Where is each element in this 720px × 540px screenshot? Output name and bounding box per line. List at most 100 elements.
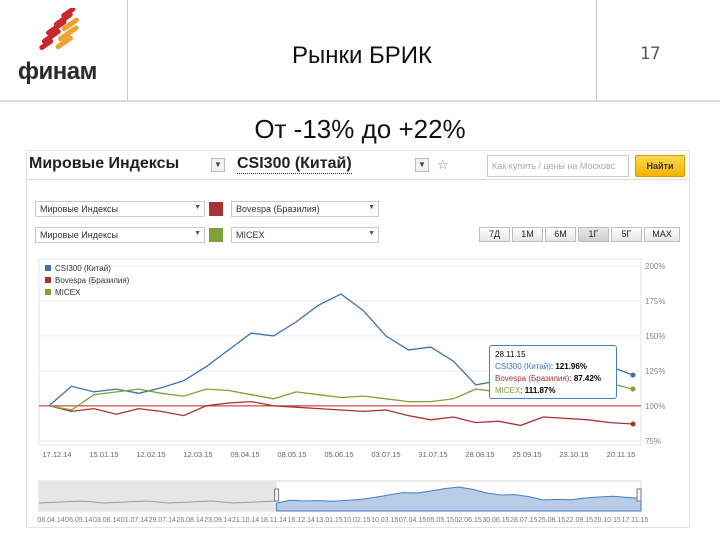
compare-index-select-1[interactable]: Bovespa (Бразилия) ▼ [231, 201, 379, 217]
navigator-tick-label: 29.07.14 [149, 517, 176, 524]
toolbar-divider [27, 179, 691, 180]
range-button-max[interactable]: MAX [644, 227, 680, 242]
navigator-tick-label: 16.12.14 [288, 517, 315, 524]
navigator-tick-label: 03.06.14 [93, 517, 120, 524]
line-chart[interactable]: 200% 175% 150% 125% 100% 75% CSI300 (Китай) Bov… [27, 251, 689, 527]
compare-category-select-2[interactable]: Мировые Индексы ▼ [35, 227, 205, 243]
x-tick-label: 03.07.15 [371, 450, 400, 459]
navigator-tick-label: 21.10.14 [232, 517, 259, 524]
tooltip-name-bovespa: Bovespa (Бразилия) [495, 374, 570, 383]
navigator-tick-label: 05.05.15 [427, 517, 454, 524]
compare-category-label-2: Мировые Индексы [40, 230, 118, 240]
finam-logo-mark-icon [39, 8, 79, 51]
page-number: 17 [640, 44, 661, 64]
navigator-tick-label: 06.05.14 [65, 517, 92, 524]
navigator-tick-label: 23.09.14 [204, 517, 231, 524]
range-button-7d[interactable]: 7Д [479, 227, 510, 242]
legend-swatch [45, 277, 51, 283]
tooltip-name-micex: MICEX [495, 386, 521, 395]
chart-screenshot-panel: Мировые Индексы ▼ CSI300 (Китай) ▼ ☆ Как… [26, 150, 691, 528]
favorite-star-icon[interactable]: ☆ [437, 157, 449, 172]
navigator-left-handle [274, 488, 280, 502]
x-tick-label: 25.09.15 [512, 450, 541, 459]
legend-entry: CSI300 (Китай) [55, 264, 111, 273]
navigator-mask [39, 481, 277, 511]
range-button-5y[interactable]: 5Г [611, 227, 642, 242]
slide-header: финам Рынки БРИК 17 [0, 0, 720, 105]
navigator-series-area [276, 486, 642, 512]
x-tick-label: 09.04.15 [230, 450, 259, 459]
finam-logo: финам [0, 0, 128, 100]
bovespa-color-swatch[interactable] [209, 202, 223, 216]
y-tick-label: 125% [645, 367, 665, 376]
series-end-point [630, 386, 636, 392]
compare-index-label-1: Bovespa (Бразилия) [236, 204, 320, 214]
slide-subtitle: От -13% до +22% [254, 114, 466, 144]
navigator-tick-label: 17.11.15 [622, 517, 649, 524]
x-tick-label: 08.05.15 [277, 450, 306, 459]
navigator-tick-label: 10.02.15 [343, 517, 370, 524]
chevron-down-icon: ▼ [194, 230, 201, 237]
x-tick-label: 17.12.14 [42, 450, 71, 459]
tooltip-value-csi: 121.96% [555, 362, 587, 371]
x-tick-label: 20.11.15 [607, 450, 636, 459]
category-dropdown-arrow-icon[interactable]: ▼ [211, 158, 225, 172]
navigator-right-handle [636, 488, 642, 502]
chevron-down-icon: ▼ [194, 204, 201, 211]
x-tick-label: 12.02.15 [136, 450, 165, 459]
compare-index-select-2[interactable]: MICEX ▼ [231, 227, 379, 243]
navigator-tick-label: 28.07.15 [510, 517, 537, 524]
micex-color-swatch[interactable] [209, 228, 223, 242]
x-tick-label: 31.07.15 [418, 450, 447, 459]
compare-index-label-2: MICEX [236, 230, 265, 240]
compare-category-label-1: Мировые Индексы [40, 204, 118, 214]
series-line-1 [48, 400, 634, 427]
x-tick-label: 05.06.15 [324, 450, 353, 459]
range-button-1m[interactable]: 1М [512, 227, 543, 242]
chevron-down-icon: ▼ [368, 204, 375, 211]
range-button-6m[interactable]: 6М [545, 227, 576, 242]
find-button[interactable]: Найти [635, 155, 685, 177]
x-tick-label: 12.03.15 [183, 450, 212, 459]
navigator-tick-label: 30.06.15 [482, 517, 509, 524]
navigator-tick-label: 25.08.15 [538, 517, 565, 524]
x-tick-label: 23.10.15 [559, 450, 588, 459]
tooltip-line-micex: MICEX: 111.87% [495, 386, 556, 395]
tooltip-line-bovespa: Bovespa (Бразилия): 87.42% [495, 374, 601, 383]
tooltip-line-csi: CSI300 (Китай): 121.96% [495, 362, 587, 371]
navigator-tick-label: 10.03.15 [371, 517, 398, 524]
chevron-down-icon: ▼ [368, 230, 375, 237]
navigator-tick-label: 22.09.15 [566, 517, 593, 524]
y-tick-label: 100% [645, 402, 665, 411]
navigator-tick-label: 20.10.15 [594, 517, 621, 524]
main-index-dropdown-arrow-icon[interactable]: ▼ [415, 158, 429, 172]
range-button-1y[interactable]: 1Г [578, 227, 609, 242]
compare-category-select-1[interactable]: Мировые Индексы ▼ [35, 201, 205, 217]
legend-swatch [45, 265, 51, 271]
y-tick-label: 150% [645, 332, 665, 341]
series-end-point [630, 421, 636, 427]
legend-swatch [45, 289, 51, 295]
y-tick-label: 175% [645, 297, 665, 306]
y-tick-label: 75% [645, 437, 661, 446]
navigator-tick-label: 13.01.15 [315, 517, 342, 524]
navigator-history-line [38, 500, 277, 504]
navigator-tick-label: 07.04.15 [399, 517, 426, 524]
logo-text: финам [18, 58, 97, 85]
x-tick-label: 15.01.15 [89, 450, 118, 459]
category-dropdown[interactable]: Мировые Индексы [29, 155, 180, 172]
chart-tooltip: 28.11.15 CSI300 (Китай): 121.96% Bovespa… [489, 345, 617, 399]
header-rule [0, 100, 720, 102]
legend-entry: Bovespa (Бразилия) [55, 276, 130, 285]
main-index-dropdown[interactable]: CSI300 (Китай) [237, 155, 352, 174]
search-input[interactable]: Как купить / цены на Московс [487, 155, 629, 177]
navigator-tick-label: 26.08.14 [176, 517, 203, 524]
series-end-point [630, 372, 636, 378]
navigator-tick-label: 18.11.14 [260, 517, 287, 524]
header-divider [596, 0, 597, 100]
x-tick-label: 28.08.15 [465, 450, 494, 459]
tooltip-value-micex: 111.87% [524, 386, 556, 395]
navigator-tick-label: 08.04.14 [37, 517, 64, 524]
tooltip-name-csi: CSI300 (Китай) [495, 362, 551, 371]
tooltip-date: 28.11.15 [495, 350, 526, 359]
